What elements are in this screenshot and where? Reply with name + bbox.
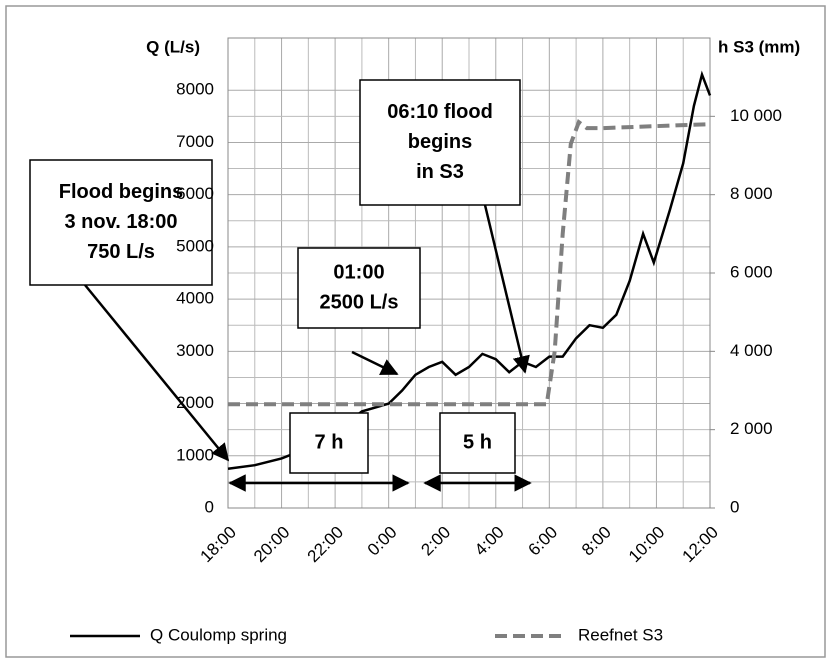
annotation-box xyxy=(439,412,516,474)
y2-tick-label: 10 000 xyxy=(730,106,782,125)
y-axis-label: Q (L/s) xyxy=(146,37,200,56)
annotation-text: 5 h xyxy=(463,431,492,453)
data-line xyxy=(228,119,711,407)
y-tick-label: 6000 xyxy=(176,184,214,203)
annotation-text: 01:00 xyxy=(333,261,384,283)
y-tick-label: 0 xyxy=(205,497,214,516)
annotation-arrow xyxy=(483,204,530,374)
annotation-text: begins xyxy=(408,131,472,153)
layer: Flood begins 3 nov. 18:00 750 L/s 01:00 2500… xyxy=(29,70,712,492)
annotation-box xyxy=(29,159,213,286)
y-tick-label: 1000 xyxy=(176,445,214,464)
y-tick-label: 5000 xyxy=(176,236,214,255)
annotation-text: 3 nov. 18:00 xyxy=(64,211,177,233)
y2-axis-label: h S3 (mm) xyxy=(718,37,800,56)
annotation-box xyxy=(297,247,421,329)
y-tick-label: 7000 xyxy=(176,132,214,151)
legend-label: Reefnet S3 xyxy=(578,625,663,644)
y-tick-label: 3000 xyxy=(176,341,214,360)
y2-tick-label: 6 000 xyxy=(730,262,773,281)
annotation-text: 7 h xyxy=(315,431,344,453)
y2-tick-label: 0 xyxy=(730,497,739,516)
annotation-text: Flood begins xyxy=(59,181,183,203)
annotation-arrow xyxy=(84,284,230,462)
annotation-text: 2500 L/s xyxy=(320,291,399,313)
annotation-box xyxy=(359,79,521,206)
annotation-text: in S3 xyxy=(416,161,464,183)
y2-tick-label: 8 000 xyxy=(730,184,773,203)
y-tick-label: 2000 xyxy=(176,393,214,412)
annotation-text: 06:10 flood xyxy=(387,101,493,123)
legend-label: Q Coulomp spring xyxy=(150,625,287,644)
y2-tick-label: 2 000 xyxy=(730,419,773,438)
y2-tick-label: 4 000 xyxy=(730,341,773,360)
annotation-box xyxy=(289,412,369,474)
annotation-arrow xyxy=(351,350,399,376)
y-tick-label: 8000 xyxy=(176,80,214,99)
y-tick-label: 4000 xyxy=(176,289,214,308)
annotation-text: 750 L/s xyxy=(87,241,155,263)
